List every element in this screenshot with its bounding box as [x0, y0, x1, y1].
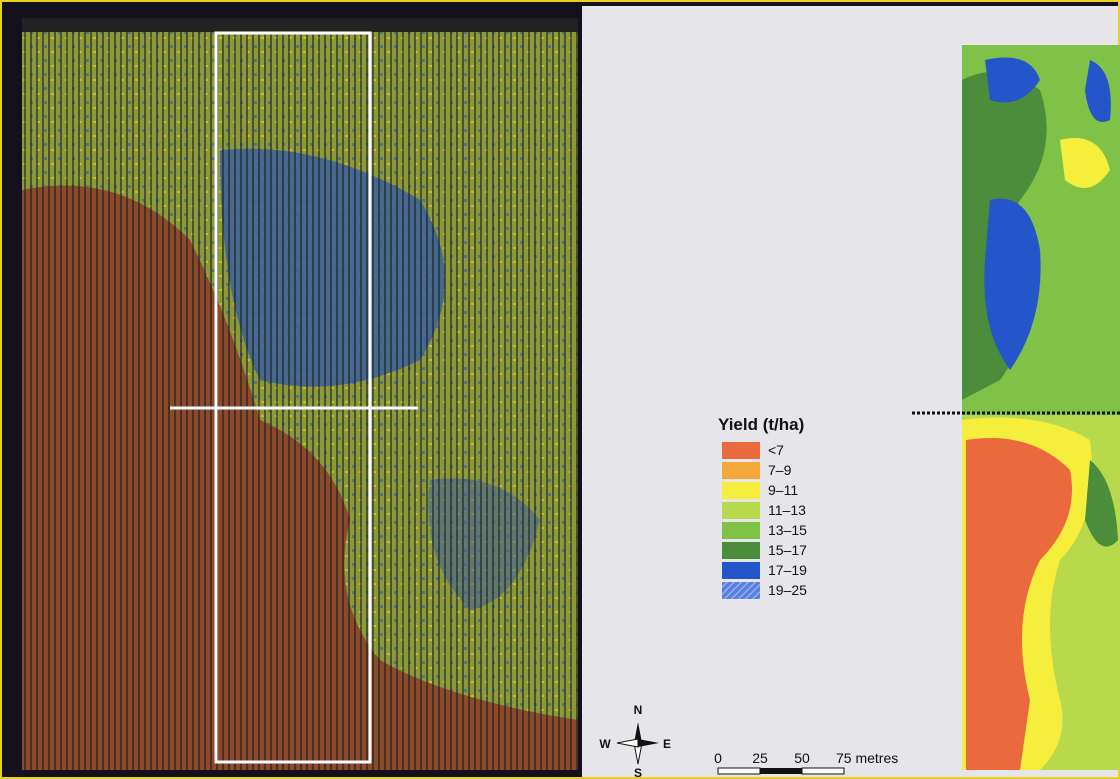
- legend-label: 11–13: [768, 502, 806, 518]
- legend-label: 15–17: [768, 542, 807, 558]
- legend-label: 19–25: [768, 582, 807, 598]
- legend-label: 7–9: [768, 462, 792, 478]
- legend-label: <7: [768, 442, 784, 458]
- page: Yield (t/ha) <7 7–9 9–11 11–13 13–15 15–17 17–…: [0, 0, 1120, 779]
- legend-swatch: [722, 462, 760, 479]
- legend-title: Yield (t/ha): [718, 415, 804, 434]
- yield-map-left: [22, 18, 578, 770]
- legend-swatch: [722, 562, 760, 579]
- scale-label: 25: [752, 750, 768, 766]
- legend-label: 13–15: [768, 522, 807, 538]
- compass-west: W: [599, 737, 611, 751]
- legend-swatch: [722, 442, 760, 459]
- scale-label: 50: [794, 750, 810, 766]
- compass-south: S: [634, 766, 642, 779]
- scale-label: 0: [714, 750, 722, 766]
- legend-swatch: [722, 522, 760, 539]
- legend-swatch: [722, 482, 760, 499]
- legend-swatch: [722, 542, 760, 559]
- legend-swatch: [722, 502, 760, 519]
- legend-swatch: [722, 582, 760, 599]
- legend-label: 17–19: [768, 562, 807, 578]
- compass-north: N: [634, 703, 643, 717]
- compass-east: E: [663, 737, 671, 751]
- legend-label: 9–11: [768, 482, 798, 498]
- scale-label: 75 metres: [836, 750, 898, 766]
- scene: Yield (t/ha) <7 7–9 9–11 11–13 13–15 15–17 17–…: [0, 0, 1120, 779]
